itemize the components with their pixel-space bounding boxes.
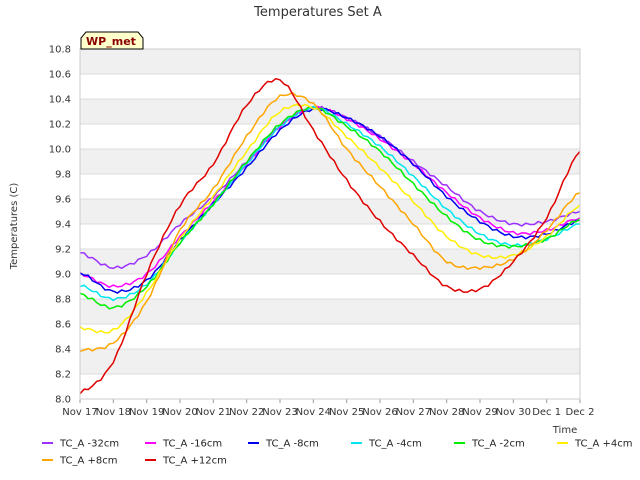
legend-item: TC_A -4cm [351, 439, 422, 450]
y-tick-label: 8.4 [55, 345, 71, 356]
x-tick-label: Nov 22 [229, 407, 264, 418]
x-tick-label: Nov 19 [129, 407, 164, 418]
badge-shape [80, 31, 144, 50]
y-tick-label: 10.0 [49, 145, 71, 156]
series-line-tc-a-16cm [79, 105, 581, 289]
x-tick-label: Nov 30 [496, 407, 531, 418]
plot-frame [79, 48, 581, 400]
legend-label: TC_A +12cm [162, 456, 227, 467]
x-tick-label: Nov 27 [396, 407, 431, 418]
y-axis-label: Temperatures (C) [9, 183, 20, 271]
y-tick-label: 9.0 [55, 270, 71, 281]
y-tick-labels: 8.0 8.2 8.4 8.6 8.8 9.0 9.2 9.4 9.6 9.8 10.0 10.2 10… [49, 45, 71, 406]
series-line-tc-a-12cm [79, 77, 581, 395]
y-tick-label: 10.2 [49, 120, 71, 131]
legend-label: TC_A -2cm [471, 439, 525, 450]
grid-band [80, 299, 580, 324]
legend-item: TC_A -2cm [454, 439, 525, 450]
x-tick-label: Nov 28 [429, 407, 464, 418]
y-tick-label: 9.2 [55, 245, 71, 256]
x-tick-label: Nov 25 [329, 407, 364, 418]
grid-band [80, 149, 580, 174]
legend: TC_A -32cm TC_A -16cm TC_A -8cm TC_A -4cm TC… [42, 439, 633, 467]
y-tick-label: 8.6 [55, 320, 71, 331]
y-tick-label: 8.2 [55, 370, 71, 381]
x-tick-label: Nov 26 [362, 407, 397, 418]
x-tick-label: Dec 1 [532, 407, 561, 418]
legend-item: TC_A -16cm [145, 439, 222, 450]
legend-label: TC_A -4cm [368, 439, 422, 450]
legend-label: TC_A +8cm [59, 456, 118, 467]
y-tick-label: 9.6 [55, 195, 71, 206]
y-tick-label: 10.4 [49, 95, 71, 106]
y-tick-label: 10.8 [49, 45, 71, 56]
y-tick-label: 8.8 [55, 295, 71, 306]
x-tick-label: Nov 21 [196, 407, 231, 418]
legend-item: TC_A +8cm [42, 456, 118, 467]
legend-label: TC_A -32cm [59, 439, 119, 450]
x-tick-label: Nov 23 [262, 407, 297, 418]
x-tick-label: Nov 17 [62, 407, 97, 418]
legend-item: TC_A -32cm [42, 439, 119, 450]
legend-label: TC_A +4cm [574, 439, 633, 450]
x-tick-label: Nov 29 [462, 407, 497, 418]
grid-band [80, 49, 580, 74]
legend-label: TC_A -8cm [265, 439, 319, 450]
legend-item: TC_A +4cm [557, 439, 633, 450]
y-tick-label: 9.8 [55, 170, 71, 181]
wp-met-badge: WP_met [80, 31, 144, 50]
x-tick-label: Dec 2 [566, 407, 595, 418]
series-line-tc-a-8cm [79, 91, 581, 353]
x-tick-label: Nov 24 [296, 407, 331, 418]
legend-item: TC_A +12cm [145, 456, 227, 467]
legend-item: TC_A -8cm [248, 439, 319, 450]
y-tick-label: 9.4 [55, 220, 71, 231]
y-tick-label: 8.0 [55, 395, 71, 406]
y-tick-label: 10.6 [49, 70, 71, 81]
badge-label: WP_met [86, 35, 136, 48]
x-axis-label: Time [552, 425, 577, 436]
series-lines [79, 77, 581, 395]
legend-label: TC_A -16cm [162, 439, 222, 450]
grid-band [80, 349, 580, 374]
chart-title: Temperatures Set A [253, 5, 382, 20]
x-tick-label: Nov 18 [96, 407, 131, 418]
x-tick-label: Nov 20 [162, 407, 197, 418]
